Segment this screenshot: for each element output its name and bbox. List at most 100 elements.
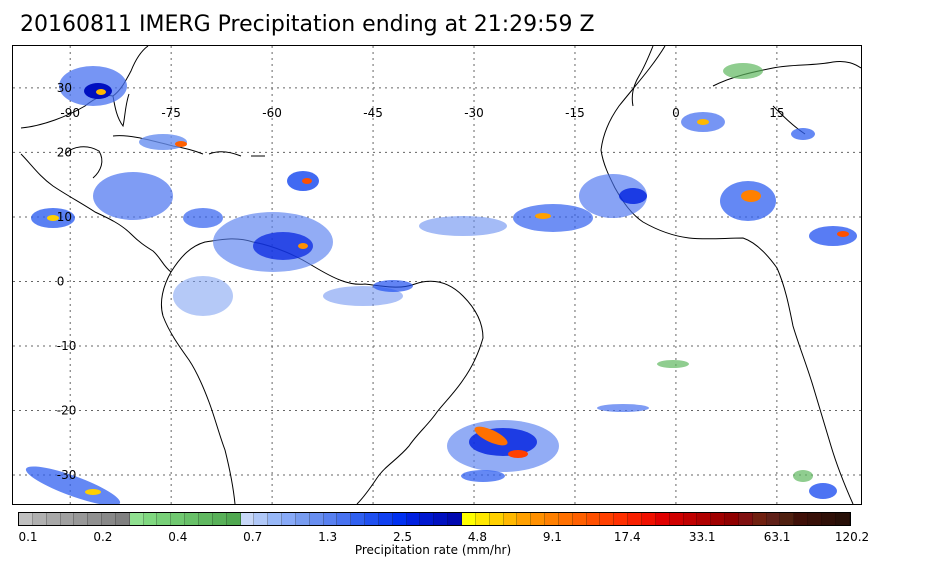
colorbar-swatch <box>434 513 449 525</box>
colorbar-swatch <box>558 513 573 525</box>
colorbar-swatch <box>115 513 130 525</box>
colorbar-swatch <box>198 513 213 525</box>
colorbar-swatch <box>171 513 186 525</box>
longitude-label: 15 <box>769 106 784 120</box>
precip-cluster <box>461 470 505 482</box>
colorbar-tick-label: 33.1 <box>688 530 716 544</box>
longitude-label: -45 <box>363 106 383 120</box>
precip-core <box>697 119 709 125</box>
precip-cluster <box>139 134 187 150</box>
colorbar-swatch <box>88 513 103 525</box>
colorbar-tick-label: 120.2 <box>834 530 870 544</box>
precip-core <box>298 243 308 249</box>
latitude-label: 30 <box>57 81 72 95</box>
colorbar-swatch <box>365 513 379 525</box>
colorbar-swatch <box>143 513 158 525</box>
precip-cluster <box>173 276 233 316</box>
precip-cluster <box>793 470 813 482</box>
longitude-label: -60 <box>262 106 282 120</box>
precip-core <box>47 215 59 221</box>
precip-cluster <box>419 216 507 236</box>
precip-core <box>302 178 312 184</box>
colorbar-swatch <box>600 513 615 525</box>
colorbar-swatch <box>794 513 809 525</box>
colorbar <box>18 512 851 526</box>
colorbar-swatch <box>711 513 726 525</box>
precip-cluster <box>809 226 857 246</box>
latitude-label: -10 <box>57 339 77 353</box>
colorbar-swatch <box>185 513 199 525</box>
colorbar-swatch <box>545 513 559 525</box>
precip-cluster <box>183 208 223 228</box>
colorbar-tick-label: 17.4 <box>613 530 641 544</box>
precip-core <box>508 450 528 458</box>
colorbar-swatch <box>295 513 310 525</box>
longitude-label: -90 <box>60 106 80 120</box>
colorbar-swatch <box>655 513 670 525</box>
central-america-coastline <box>20 153 172 273</box>
latitude-label: -30 <box>57 468 77 482</box>
precip-cluster <box>791 128 815 140</box>
precip-cluster <box>809 483 837 499</box>
latitude-label: 20 <box>57 145 72 159</box>
colorbar-swatch <box>157 513 172 525</box>
colorbar-swatch <box>475 513 490 525</box>
colorbar-tick-label: 0.4 <box>168 530 188 544</box>
colorbar-swatch <box>102 513 116 525</box>
colorbar-swatch <box>697 513 712 525</box>
colorbar-swatch <box>406 513 421 525</box>
colorbar-swatch <box>766 513 781 525</box>
colorbar-swatch <box>462 513 476 525</box>
colorbar-swatch <box>752 513 767 525</box>
colorbar-swatch <box>392 513 407 525</box>
colorbar-title: Precipitation rate (mm/hr) <box>354 543 512 557</box>
colorbar-swatch <box>129 513 144 525</box>
precip-core <box>474 426 508 446</box>
precip-cluster <box>25 466 121 504</box>
colorbar-swatch <box>282 513 296 525</box>
colorbar-swatch <box>780 513 795 525</box>
hispaniola-coastline <box>208 151 242 157</box>
precipitation-field <box>25 63 857 504</box>
colorbar-swatch <box>378 513 393 525</box>
latitude-label: -20 <box>57 403 77 417</box>
precip-core <box>85 489 101 495</box>
precip-cluster <box>513 204 593 232</box>
colorbar-swatch <box>254 513 269 525</box>
colorbar-swatch <box>448 513 462 525</box>
colorbar-swatch <box>821 513 836 525</box>
colorbar-swatch <box>32 513 47 525</box>
latitude-labels: 30 20 10 0 -10 -20 -30 <box>57 81 77 482</box>
gridlines <box>13 46 861 504</box>
colorbar-tick-label: 0.2 <box>93 530 113 544</box>
colorbar-tick-label: 9.1 <box>542 530 562 544</box>
colorbar-tick-label: 63.1 <box>763 530 791 544</box>
colorbar-swatch <box>835 513 850 525</box>
map-canvas: 30 20 10 0 -10 -20 -30 -90 -75 -60 -45 -30 -15 0 15 <box>13 46 861 504</box>
colorbar-swatch <box>531 513 546 525</box>
iberia-coastline <box>631 46 654 107</box>
longitude-label: -15 <box>565 106 585 120</box>
colorbar-swatch <box>614 513 629 525</box>
colorbar-swatch <box>572 513 587 525</box>
colorbar-swatch <box>808 513 822 525</box>
precip-cluster <box>619 188 647 204</box>
precip-core <box>837 231 849 237</box>
colorbar-swatch <box>240 513 255 525</box>
colorbar-swatch <box>420 513 435 525</box>
africa-coastline <box>600 46 854 504</box>
colorbar-tick-label: 0.1 <box>18 530 38 544</box>
south-america-west-coastline <box>160 271 236 504</box>
precipitation-map: 30 20 10 0 -10 -20 -30 -90 -75 -60 -45 -30 -15 0 15 <box>12 45 862 505</box>
colorbar-swatch <box>725 513 739 525</box>
longitude-label: -75 <box>161 106 181 120</box>
precip-core <box>96 89 106 95</box>
colorbar-swatch <box>323 513 338 525</box>
florida-coastline <box>112 93 130 128</box>
coastlines <box>20 46 861 504</box>
colorbar-swatch <box>641 513 656 525</box>
colorbar-tick-labels: 0.1 0.2 0.4 0.7 1.3 2.5 4.8 9.1 17.4 33.1 63.1 120.… <box>0 530 944 546</box>
latitude-label: 0 <box>57 274 65 288</box>
precip-cluster <box>657 360 689 368</box>
colorbar-swatch <box>309 513 324 525</box>
